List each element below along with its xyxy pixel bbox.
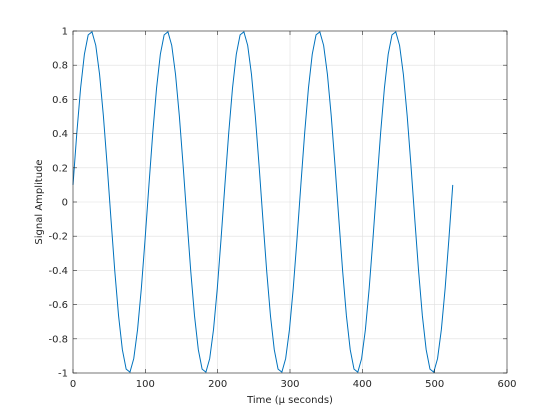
y-tick-label: -0.2 <box>48 232 68 243</box>
y-tick-label: -1 <box>58 369 68 380</box>
x-axis-label: Time (μ seconds) <box>246 395 333 406</box>
y-tick-label: 0 <box>62 198 68 209</box>
y-tick-label: -0.6 <box>48 300 68 311</box>
y-tick-label: 0.2 <box>52 163 68 174</box>
x-tick-label: 600 <box>497 379 516 390</box>
x-tick-label: 0 <box>70 379 76 390</box>
y-tick-label: -0.4 <box>48 266 68 277</box>
y-tick-label: 1 <box>62 27 68 38</box>
x-tick-label: 100 <box>136 379 155 390</box>
y-tick-label: 0.8 <box>52 61 68 72</box>
x-tick-label: 500 <box>425 379 444 390</box>
x-tick-label: 400 <box>353 379 372 390</box>
signal-line <box>72 30 454 374</box>
y-tick-label: 0.4 <box>52 129 68 140</box>
y-axis-label: Signal Amplitude <box>34 159 45 244</box>
x-tick-label: 200 <box>208 379 227 390</box>
y-tick-label: -0.8 <box>48 334 68 345</box>
x-tick-label: 300 <box>280 379 299 390</box>
y-tick-label: 0.6 <box>52 95 68 106</box>
